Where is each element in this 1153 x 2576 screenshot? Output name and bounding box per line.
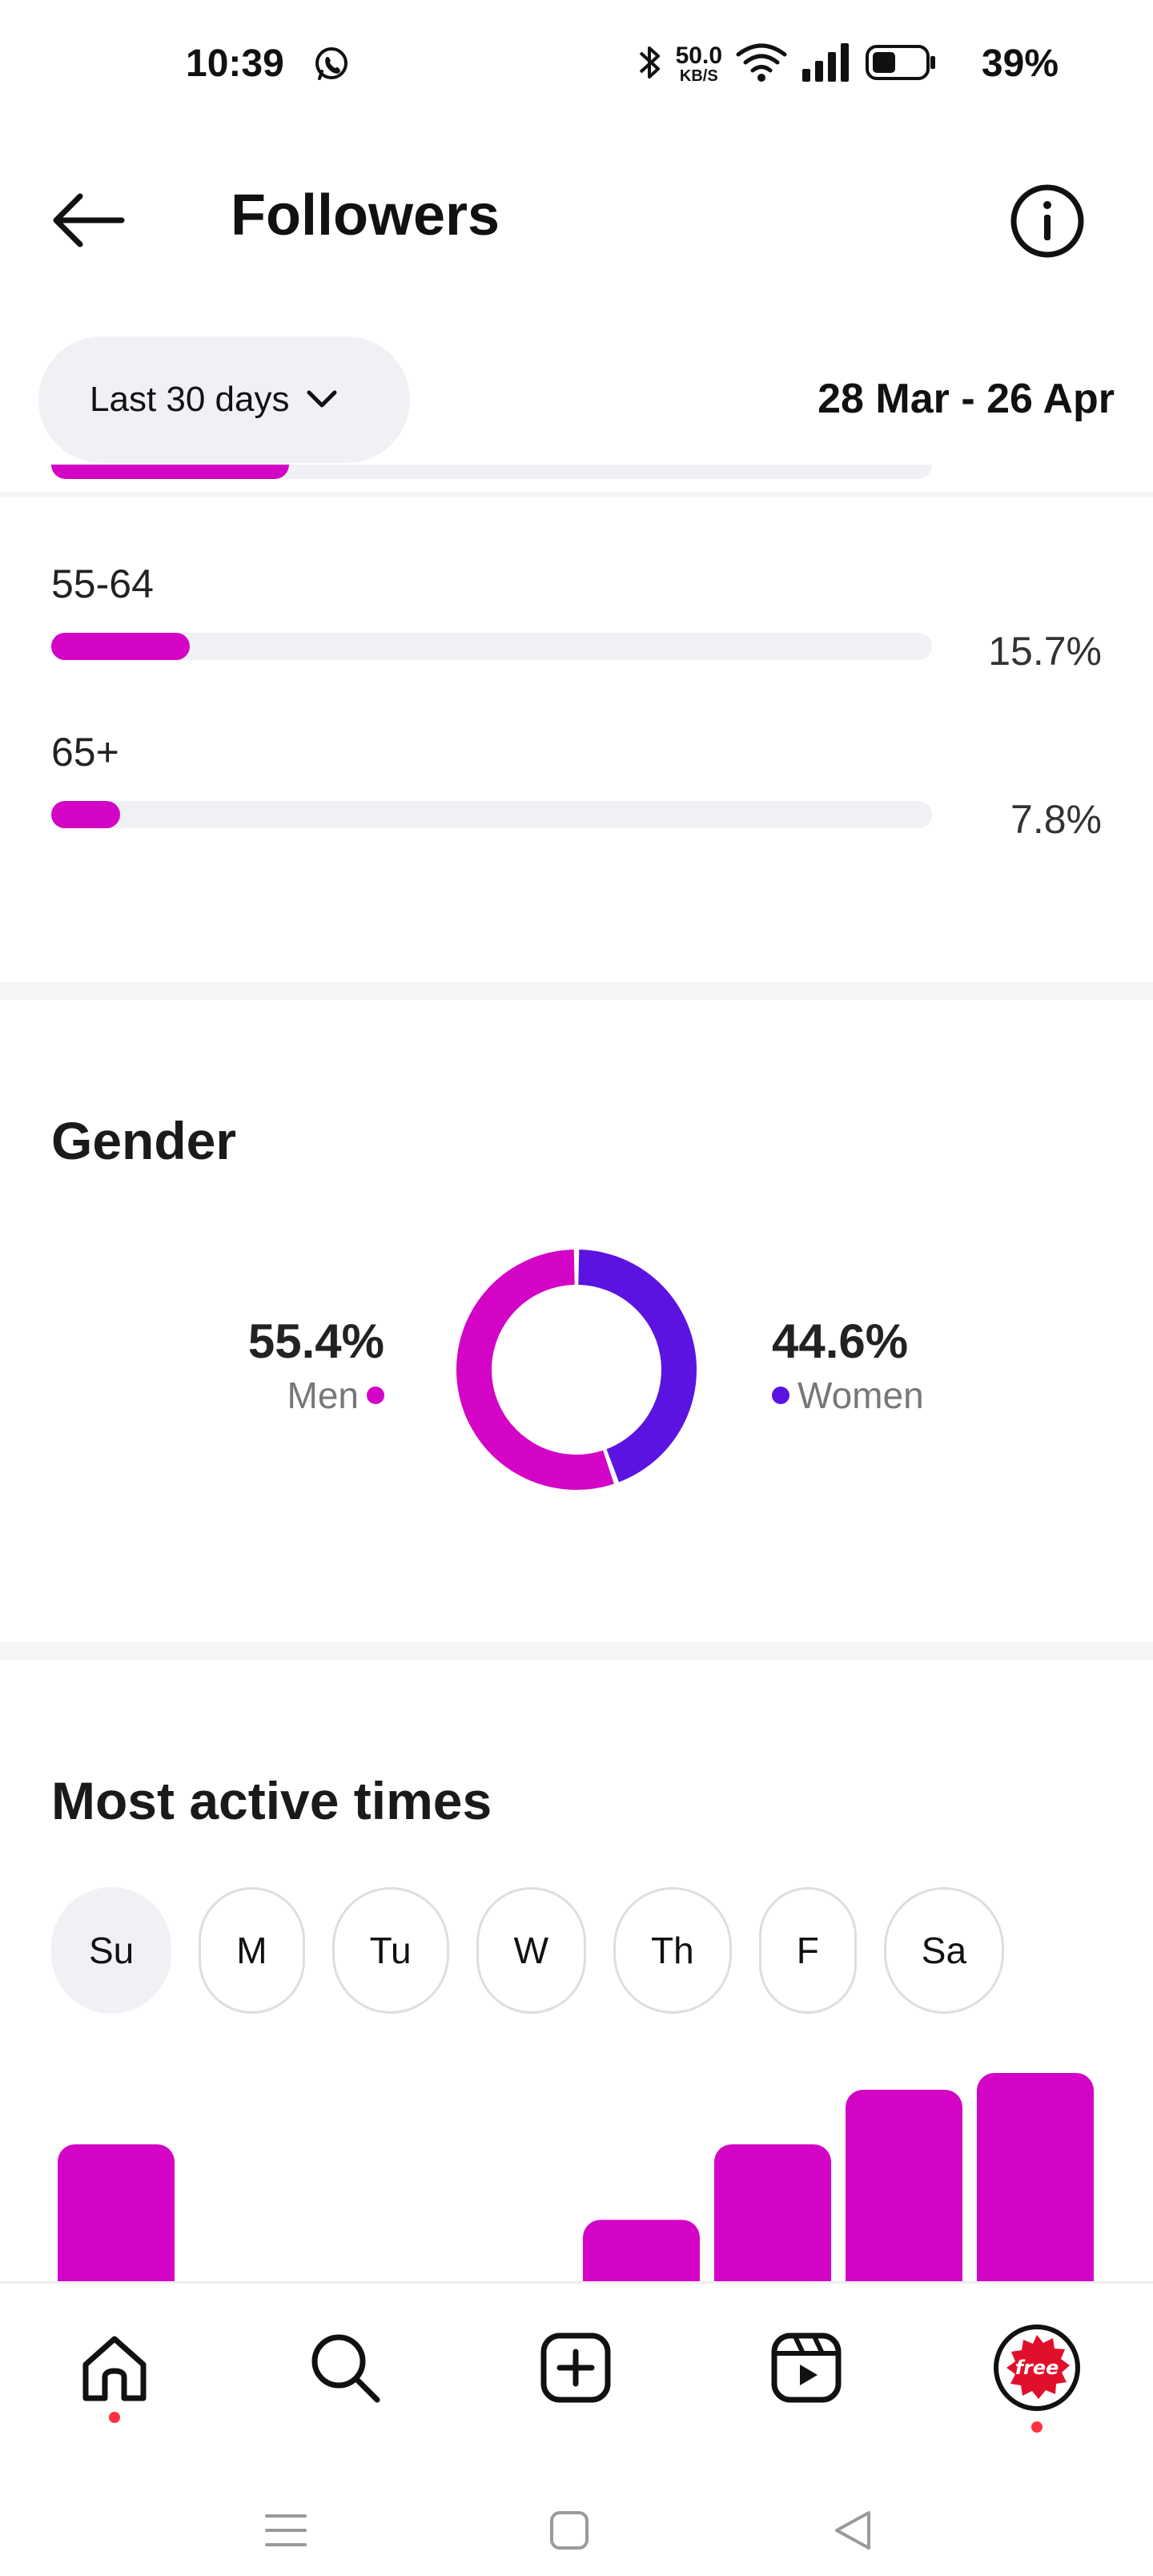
activity-bar [583, 2220, 700, 2283]
nav-profile[interactable]: free [993, 2324, 1081, 2433]
battery-icon [865, 42, 937, 87]
day-tab[interactable]: F [758, 1887, 857, 2014]
day-tab[interactable]: Th [613, 1887, 732, 2014]
age-label: 55-64 [51, 561, 154, 606]
gender-women: 44.6% Women [772, 1314, 924, 1417]
day-tab[interactable]: W [476, 1887, 586, 2014]
wifi-icon [735, 42, 788, 87]
women-dot [772, 1387, 789, 1404]
men-legend: Men [248, 1374, 384, 1417]
whatsapp-icon [312, 45, 351, 83]
reels-icon [771, 2332, 842, 2403]
search-icon [311, 2334, 380, 2403]
profile-avatar: free [994, 2324, 1080, 2411]
men-slice [456, 1250, 614, 1490]
nav-create[interactable] [532, 2324, 620, 2412]
header-divider [0, 492, 1153, 497]
menu-icon [265, 2514, 307, 2546]
back-system-button[interactable] [825, 2502, 881, 2558]
back-button[interactable] [48, 184, 128, 256]
age-label: 65+ [51, 730, 119, 775]
activity-bar [58, 2144, 175, 2283]
age-percent: 15.7% [988, 629, 1102, 674]
network-speed: 50.0 KB/S [675, 42, 722, 85]
age-row: 55-64 15.7% [0, 561, 1153, 721]
nav-home[interactable] [70, 2324, 159, 2423]
section-divider [0, 1642, 1153, 1660]
women-label: Women [797, 1375, 924, 1416]
square-icon [550, 2511, 589, 2550]
gender-men: 55.4% Men [248, 1314, 384, 1417]
status-bar: 10:39 50.0 KB/S [0, 0, 1153, 128]
activity-bar [846, 2089, 962, 2283]
chevron-down-icon [307, 390, 336, 408]
section-divider [0, 982, 1153, 1000]
bottom-navigation: free [0, 2281, 1153, 2441]
women-percent: 44.6% [772, 1314, 909, 1368]
date-range-dropdown[interactable]: Last 30 days [38, 336, 410, 463]
men-dot [367, 1387, 384, 1404]
day-tab[interactable]: Tu [331, 1887, 449, 2014]
notification-dot [109, 2412, 120, 2423]
age-bar-track [51, 801, 932, 828]
notification-dot [1031, 2421, 1043, 2433]
age-row: 65+ 7.8% [0, 729, 1153, 889]
gender-donut-chart [456, 1250, 697, 1490]
age-bar-fill [51, 801, 120, 828]
page-header: Followers [0, 160, 1153, 280]
triangle-back-icon [835, 2511, 870, 2550]
men-label: Men [287, 1375, 359, 1416]
home-icon [82, 2336, 147, 2401]
day-tab[interactable]: Su [51, 1887, 172, 2014]
avatar-text: free [1015, 2357, 1059, 2379]
age-bar-track [51, 633, 932, 660]
bluetooth-icon [636, 42, 663, 87]
most-active-times-title: Most active times [51, 1771, 492, 1830]
recents-button[interactable] [258, 2502, 314, 2558]
info-icon [1010, 184, 1084, 258]
age-bar-fill [51, 633, 190, 660]
day-tab[interactable]: Sa [883, 1887, 1005, 2014]
date-range-text: 28 Mar - 26 Apr [818, 376, 1115, 422]
create-icon [540, 2332, 611, 2403]
day-tab[interactable]: M [199, 1887, 305, 2014]
date-range-dropdown-label: Last 30 days [90, 380, 290, 419]
nav-search[interactable] [301, 2324, 389, 2412]
info-button[interactable] [1007, 181, 1087, 261]
men-percent: 55.4% [247, 1314, 384, 1368]
age-bar-fill [51, 465, 289, 479]
status-icons: 50.0 KB/S [636, 38, 937, 90]
women-legend: Women [772, 1374, 924, 1417]
battery-percent: 39% [981, 42, 1059, 85]
net-speed-unit: KB/S [679, 67, 718, 85]
age-row-clipped [0, 465, 1153, 497]
day-selector: Su M Tu W Th F Sa [51, 1887, 1005, 2015]
age-bar-track [51, 465, 932, 479]
age-percent: 7.8% [1010, 797, 1102, 842]
activity-bar [977, 2073, 1094, 2283]
status-time: 10:39 [186, 42, 284, 85]
active-times-bar-chart [58, 2073, 1094, 2283]
activity-bar [714, 2144, 831, 2283]
nav-reels[interactable] [762, 2324, 850, 2412]
page-title: Followers [231, 183, 500, 248]
women-slice [577, 1250, 697, 1483]
home-system-button[interactable] [541, 2502, 597, 2558]
arrow-left-icon [53, 193, 125, 248]
gender-title: Gender [51, 1111, 237, 1170]
net-speed-value: 50.0 [675, 42, 722, 69]
system-navigation-bar [0, 2441, 1153, 2576]
signal-icon [801, 42, 852, 87]
